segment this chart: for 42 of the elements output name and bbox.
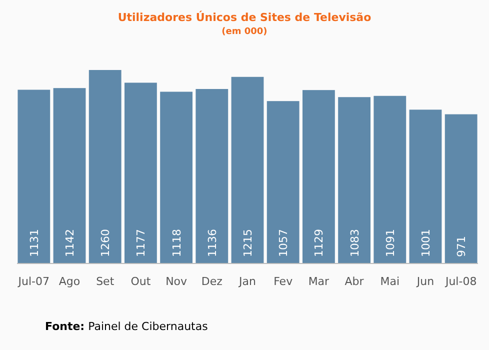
bar [124, 82, 157, 263]
bar [88, 70, 122, 263]
x-tick-label: Jul-08 [444, 275, 477, 288]
x-tick-label: Abr [344, 275, 364, 288]
x-tick-label: Mai [380, 275, 400, 288]
x-tick-label: Set [96, 275, 115, 288]
x-tick-label: Mar [308, 275, 330, 288]
x-tick-label: Jul-07 [17, 275, 50, 288]
bar [444, 114, 478, 263]
bar [53, 88, 86, 263]
data-label: 1177 [134, 229, 148, 257]
chart-subtitle: (em 000) [222, 27, 268, 37]
data-label: 1118 [170, 229, 184, 257]
data-label: 1260 [99, 229, 112, 257]
data-label: 1001 [419, 229, 432, 257]
x-tick-label: Jun [416, 275, 434, 288]
bar [302, 90, 335, 263]
source-note: Fonte: Painel de Cibernautas [45, 320, 208, 333]
x-tick-label: Dez [201, 275, 223, 288]
chart-title: Utilizadores Únicos de Sites de Televisão [118, 10, 372, 24]
bar [374, 96, 406, 263]
data-label: 1129 [312, 229, 326, 257]
x-tick-label: Ago [58, 275, 80, 288]
bar [266, 101, 300, 263]
bar [231, 76, 264, 263]
data-label: 1131 [28, 229, 41, 257]
bar [196, 88, 228, 263]
x-tick-label: Jan [238, 275, 256, 288]
bar [18, 90, 50, 263]
data-label: 1215 [242, 229, 254, 257]
data-label: 1083 [348, 229, 362, 257]
x-tick-label: Fev [274, 275, 294, 288]
data-label: 1057 [277, 229, 290, 257]
data-label: 1091 [384, 229, 397, 257]
x-tick-label: Nov [166, 275, 188, 288]
data-label: 1142 [64, 229, 77, 257]
x-tick-label: Out [130, 275, 152, 288]
data-label: 971 [455, 236, 468, 257]
bar [409, 110, 442, 263]
bar [160, 92, 192, 263]
bar [338, 97, 370, 263]
data-label: 1136 [206, 229, 219, 257]
